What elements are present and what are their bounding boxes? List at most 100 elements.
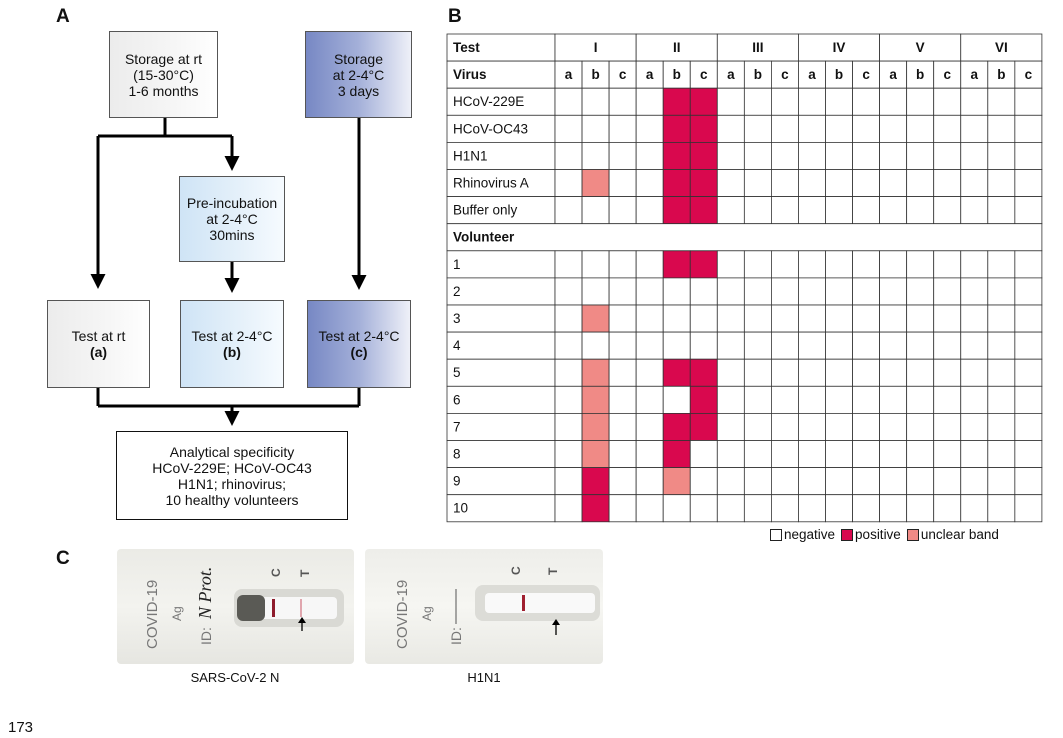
result-cell — [635, 277, 664, 306]
row-label-cell — [446, 467, 556, 496]
cassette-1-sub: Ag — [170, 606, 184, 621]
legend-negative-swatch — [770, 528, 782, 541]
result-cell — [771, 277, 799, 306]
result-cell — [987, 169, 1016, 198]
result-cell — [635, 141, 664, 170]
result-cell — [716, 277, 745, 306]
result-cell — [662, 304, 691, 333]
result-cell — [716, 169, 745, 198]
result-cell — [689, 141, 718, 170]
result-cell — [879, 277, 908, 306]
result-cell — [743, 250, 772, 279]
row-label-cell — [446, 358, 556, 387]
row-label-cell — [446, 304, 556, 333]
result-cell — [825, 277, 853, 306]
result-cell — [852, 169, 880, 198]
result-cell — [987, 250, 1016, 279]
result-cell — [1014, 467, 1043, 496]
result-cell — [906, 169, 935, 198]
result-cell — [906, 141, 935, 170]
result-cell — [771, 440, 799, 469]
row-label-cell — [446, 114, 556, 143]
header-virus-cell — [446, 60, 556, 89]
result-cell — [581, 412, 610, 441]
result-cell — [879, 114, 908, 143]
result-cell — [798, 304, 826, 333]
result-cell — [798, 494, 826, 523]
result-cell — [879, 494, 908, 523]
result-cell — [906, 250, 935, 279]
result-cell — [879, 358, 908, 387]
result-cell — [689, 87, 718, 116]
result-cell — [960, 440, 989, 469]
cassette-1-id-label: ID: — [198, 627, 214, 645]
result-cell — [852, 358, 880, 387]
result-cell — [554, 412, 583, 441]
result-cell — [608, 277, 637, 306]
result-cell — [879, 385, 908, 414]
result-cell — [960, 87, 989, 116]
sub-column-cell — [581, 60, 610, 89]
result-cell — [689, 277, 718, 306]
row-label: 3 — [453, 311, 461, 326]
cassette-2-id-label: ID: — [448, 627, 464, 645]
result-cell — [825, 87, 853, 116]
result-cell — [743, 169, 772, 198]
result-cell — [608, 250, 637, 279]
result-cell — [987, 412, 1016, 441]
result-cell — [689, 250, 718, 279]
result-cell — [987, 141, 1016, 170]
result-cell — [743, 385, 772, 414]
legend-unclear-label: unclear band — [920, 527, 999, 542]
cassette-2-control-line — [522, 595, 525, 611]
result-cell — [825, 304, 853, 333]
sub-column-label: b — [835, 67, 843, 82]
legend-positive-swatch — [841, 528, 854, 541]
sub-column-cell — [933, 60, 962, 89]
box-test-b: Test at 2-4°C (b) — [180, 300, 284, 388]
result-cell — [662, 385, 691, 414]
result-cell — [906, 358, 935, 387]
result-cell — [743, 412, 772, 441]
cassette-2-window — [485, 593, 595, 613]
result-cell — [960, 277, 989, 306]
result-cell — [852, 440, 880, 469]
result-cell — [879, 87, 908, 116]
result-cell — [987, 467, 1016, 496]
result-cell — [933, 494, 962, 523]
result-cell — [554, 304, 583, 333]
result-cell — [608, 467, 637, 496]
result-cell — [987, 494, 1016, 523]
table-legend: negative positive unclear band — [770, 527, 1003, 542]
test-group-cell — [960, 33, 1043, 62]
result-cell — [581, 250, 610, 279]
result-cell — [825, 494, 853, 523]
result-cell — [554, 250, 583, 279]
result-cell — [554, 87, 583, 116]
panel-label-a: A — [56, 6, 70, 27]
result-cell — [933, 331, 962, 360]
result-cell — [662, 494, 691, 523]
result-cell — [879, 467, 908, 496]
result-cell — [581, 114, 610, 143]
result-cell — [635, 304, 664, 333]
sub-column-label: c — [943, 67, 951, 82]
result-cell — [581, 87, 610, 116]
sub-column-label: a — [646, 67, 654, 82]
section-volunteer-label: Volunteer — [453, 230, 515, 245]
box-storage-cold: Storage at 2-4°C 3 days — [305, 31, 412, 118]
result-cell — [771, 87, 799, 116]
result-cell — [662, 141, 691, 170]
result-cell — [798, 169, 826, 198]
result-cell — [852, 385, 880, 414]
photo-h1n1-test: COVID-19 Ag ID: C T — [365, 549, 603, 664]
result-cell — [825, 169, 853, 198]
row-label-cell — [446, 277, 556, 306]
result-cell — [798, 196, 826, 225]
result-cell — [771, 358, 799, 387]
result-cell — [1014, 440, 1043, 469]
result-cell — [879, 331, 908, 360]
result-cell — [716, 304, 745, 333]
result-cell — [852, 494, 880, 523]
result-cell — [771, 169, 799, 198]
